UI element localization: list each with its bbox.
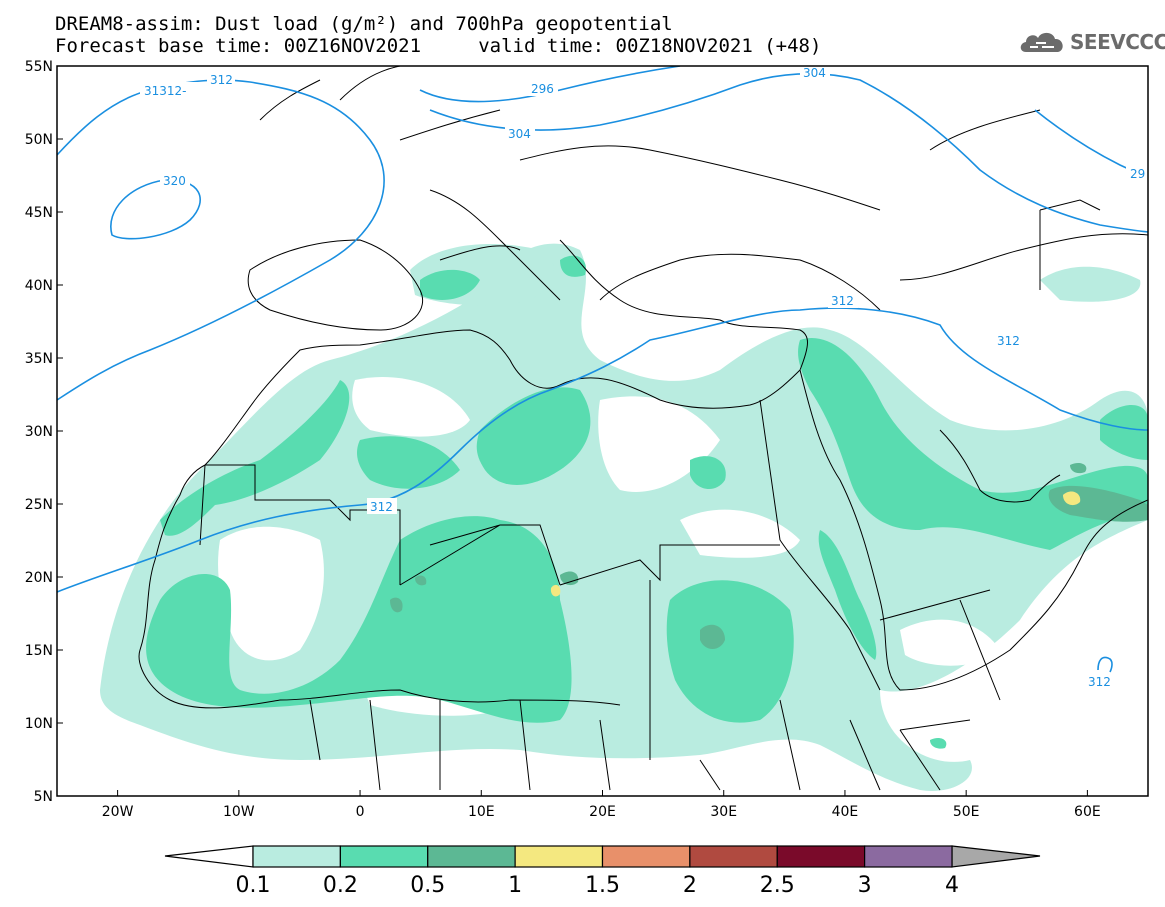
contour-label: 312 <box>210 73 233 87</box>
colorbar-cell <box>689 845 778 868</box>
lon-tick-label: 60E <box>1074 804 1101 820</box>
lon-tick-label: 20W <box>102 804 134 820</box>
contour-312-small <box>1097 656 1113 673</box>
colorbar: 0.1 0.2 0.5 1 1.5 2 2.5 3 4 <box>164 845 1041 898</box>
lat-tick-label: 5N <box>34 789 53 805</box>
contour-label: 31312- <box>144 84 187 98</box>
lon-tick-label: 10E <box>468 804 495 820</box>
colorbar-label: 3 <box>858 873 872 898</box>
logo-text: SEEVCCC <box>1070 30 1165 54</box>
contour-312-main <box>57 307 1148 593</box>
colorbar-cell <box>427 845 516 868</box>
colorbar-extend-low <box>164 845 254 868</box>
colorbar-extend-high <box>951 845 1041 868</box>
contour-labels: 31312- 312 296 304 304 29 320 312 312 31… <box>140 64 1148 689</box>
contour-304-north <box>429 72 1148 233</box>
contour-label: 304 <box>803 66 826 80</box>
colorbar-cell <box>601 845 691 868</box>
lon-tick-label: 20E <box>589 804 616 820</box>
lon-tick-label: 30E <box>710 804 737 820</box>
contour-label: 304 <box>508 127 531 141</box>
lat-tick-label: 15N <box>25 643 53 659</box>
colorbar-label: 2 <box>683 873 697 898</box>
contour-label: 296 <box>531 82 554 96</box>
lat-tick-label: 10N <box>25 716 53 732</box>
colorbar-label: 2.5 <box>760 873 795 898</box>
contour-312-west <box>57 79 385 401</box>
contour-label: 320 <box>163 174 186 188</box>
contour-320 <box>110 179 201 240</box>
lat-tick-label: 25N <box>25 497 53 513</box>
colorbar-cell <box>776 845 866 868</box>
lat-tick-label: 30N <box>25 424 53 440</box>
colorbar-label: 0.2 <box>323 873 358 898</box>
lat-tick-label: 35N <box>25 351 53 367</box>
colorbar-cell <box>514 845 604 868</box>
contour-label: 29 <box>1130 167 1145 181</box>
colorbar-cell <box>252 845 341 868</box>
colorbar-label: 0.5 <box>410 873 445 898</box>
colorbar-cell <box>339 845 429 868</box>
coastlines <box>138 66 1148 791</box>
colorbar-label: 1 <box>508 873 522 898</box>
colorbar-cell <box>864 845 953 868</box>
contour-label: 312 <box>1088 675 1111 689</box>
seevccc-logo: SEEVCCC <box>1018 28 1165 54</box>
cloud-icon <box>1020 32 1063 52</box>
longitude-axis: 20W 10W 0 10E 20E 30E 40E 50E 60E <box>102 790 1101 820</box>
lon-tick-label: 40E <box>832 804 859 820</box>
lon-tick-label: 50E <box>953 804 980 820</box>
colorbar-label: 0.1 <box>236 873 271 898</box>
lat-tick-label: 20N <box>25 570 53 586</box>
contour-296 <box>419 66 681 103</box>
lon-tick-label: 10W <box>223 804 255 820</box>
map-title: DREAM8-assim: Dust load (g/m²) and 700hP… <box>55 13 673 35</box>
lon-tick-label: 0 <box>356 804 365 820</box>
lat-tick-label: 40N <box>25 278 53 294</box>
lat-tick-label: 45N <box>25 205 53 221</box>
lat-tick-label: 50N <box>25 132 53 148</box>
latitude-axis: 55N 50N 45N 40N 35N 30N 25N 20N 15N 10N 5N <box>25 59 63 805</box>
contour-label: 312 <box>831 294 854 308</box>
dust-shading <box>100 243 1148 791</box>
contour-label: 312 <box>370 500 393 514</box>
contour-label: 312 <box>997 334 1020 348</box>
colorbar-label: 4 <box>945 873 959 898</box>
lat-tick-label: 55N <box>25 59 53 75</box>
dust-level-1 <box>550 491 1081 597</box>
colorbar-label: 1.5 <box>585 873 620 898</box>
forecast-time-subtitle: Forecast base time: 00Z16NOV2021 valid t… <box>55 35 822 57</box>
